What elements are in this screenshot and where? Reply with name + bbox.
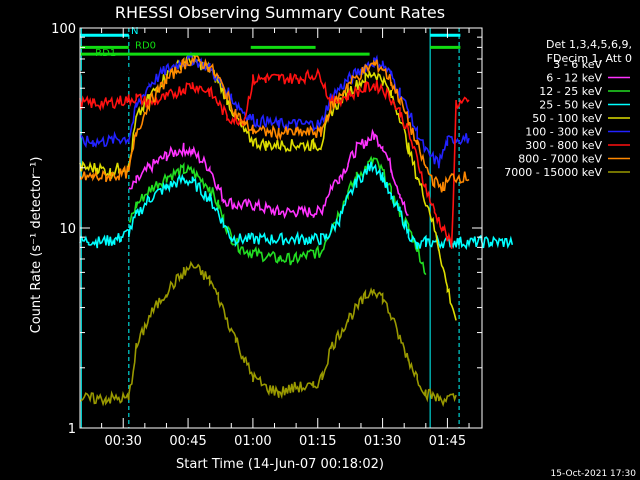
legend-label: 6 - 12 keV bbox=[546, 72, 602, 85]
x-tick-label: 01:00 bbox=[234, 434, 271, 449]
plot-area: N RD0 RD1 bbox=[79, 26, 514, 428]
legend-header: FDecim 1, Att 0 bbox=[547, 52, 632, 65]
axes bbox=[79, 27, 483, 429]
bar-annotation: RD1 bbox=[95, 48, 116, 59]
attenuator-bars: N RD0 RD1 bbox=[80, 26, 461, 59]
tick-labels: 1 10 100 00:30 00:45 01:00 01:15 01:30 01:45 bbox=[51, 22, 466, 449]
bar-annotation: N bbox=[131, 26, 138, 37]
series-line bbox=[128, 155, 427, 276]
bar-annotation: RD0 bbox=[135, 40, 156, 51]
series-line bbox=[79, 51, 470, 169]
y-tick-label: 1 bbox=[68, 422, 76, 437]
series-line bbox=[79, 161, 514, 251]
x-tick-label: 00:45 bbox=[169, 434, 206, 449]
x-tick-label: 00:30 bbox=[104, 434, 141, 449]
legend-label: 800 - 7000 keV bbox=[518, 153, 602, 166]
x-tick-label: 01:45 bbox=[429, 434, 466, 449]
legend-label: 50 - 100 keV bbox=[532, 112, 602, 125]
plot-frame bbox=[79, 27, 483, 429]
legend-label: 100 - 300 keV bbox=[525, 126, 602, 139]
legend-label: 3 - 6 keV bbox=[553, 58, 602, 71]
series-line bbox=[79, 260, 457, 408]
vertical-markers bbox=[80, 28, 460, 428]
chart-title: RHESSI Observing Summary Count Rates bbox=[115, 3, 445, 22]
y-tick-label: 100 bbox=[51, 22, 76, 37]
legend-label: 7000 - 15000 keV bbox=[504, 166, 602, 179]
x-tick-label: 01:15 bbox=[299, 434, 336, 449]
legend-label: 300 - 800 keV bbox=[525, 139, 602, 152]
legend-label: 12 - 25 keV bbox=[539, 85, 602, 98]
legend: Det 1,3,4,5,6,9,FDecim 1, Att 03 - 6 keV… bbox=[504, 38, 632, 179]
series-line bbox=[128, 128, 409, 220]
series-line bbox=[79, 54, 470, 193]
x-axis-label: Start Time (14-Jun-07 00:18:02) bbox=[176, 457, 384, 472]
legend-label: 25 - 50 keV bbox=[539, 99, 602, 112]
legend-header: Det 1,3,4,5,6,9, bbox=[546, 38, 632, 51]
series-line bbox=[79, 67, 470, 249]
series-line bbox=[79, 64, 315, 81]
x-tick-label: 01:30 bbox=[364, 434, 401, 449]
y-axis-label: Count Rate (s⁻¹ detector⁻¹) bbox=[29, 157, 44, 334]
footer-timestamp: 15-Oct-2021 17:30 bbox=[551, 469, 637, 479]
series-layer bbox=[79, 51, 514, 408]
y-tick-label: 10 bbox=[59, 222, 76, 237]
